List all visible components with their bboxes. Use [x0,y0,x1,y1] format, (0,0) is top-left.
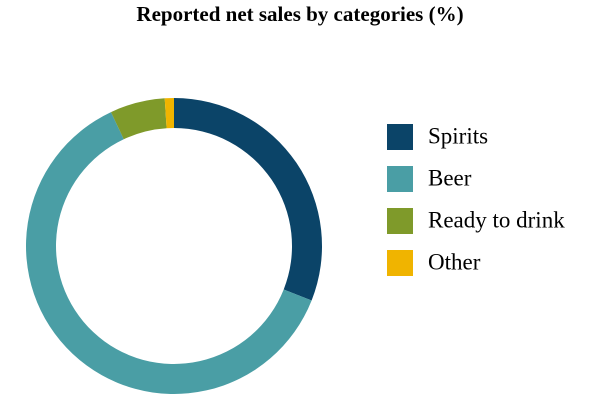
chart-title: Reported net sales by categories (%) [136,2,463,26]
slice [164,98,174,129]
legend-swatch [387,124,413,150]
legend-label: Beer [428,165,472,190]
slice [110,98,167,140]
legend-label: Spirits [428,123,488,148]
legend-label: Ready to drink [428,207,565,232]
legend-swatch [387,208,413,234]
slice [174,98,322,301]
legend-swatch [387,250,413,276]
legend-swatch [387,166,413,192]
legend-label: Other [428,249,481,274]
